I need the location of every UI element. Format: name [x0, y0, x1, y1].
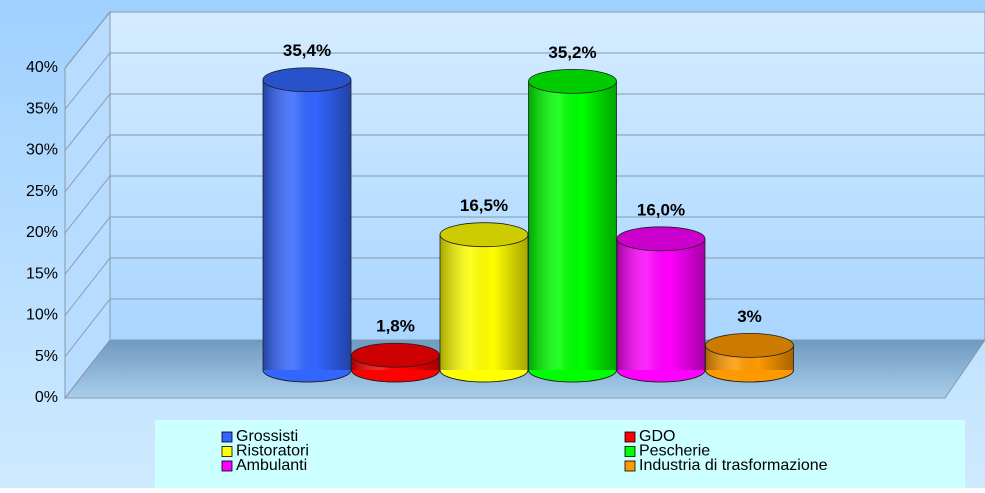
- legend-swatch: [624, 446, 636, 457]
- y-tick-label: 20%: [26, 224, 58, 241]
- value-label: 35,4%: [283, 41, 331, 60]
- bar-shade: [440, 234, 528, 370]
- grid-line: [64, 298, 111, 358]
- legend-label: Ambulanti: [236, 457, 307, 474]
- y-tick-label: 0%: [35, 389, 58, 406]
- bar-top-shade: [528, 69, 617, 94]
- grid-line: [64, 11, 111, 69]
- bar-top-shade: [617, 226, 705, 251]
- grid-line: [64, 257, 111, 316]
- y-tick-label: 30%: [26, 142, 58, 159]
- bar-shade: [263, 79, 351, 370]
- bar-top-shade: [440, 222, 528, 247]
- y-tick-label: 25%: [26, 183, 58, 200]
- bar-outline: [616, 238, 706, 383]
- value-label: 16,5%: [460, 196, 508, 215]
- legend-label: GDO: [639, 428, 675, 445]
- y-tick-label: 40%: [26, 59, 58, 76]
- y-tick-label: 15%: [26, 265, 58, 282]
- value-label: 16,0%: [637, 200, 685, 219]
- value-label: 35,2%: [548, 43, 596, 62]
- bar-top: [351, 342, 440, 368]
- legend-swatch: [624, 431, 636, 443]
- legend-label: Ristoratori: [236, 443, 309, 460]
- value-label: 3%: [737, 307, 762, 326]
- legend-label: Grossisti: [236, 428, 298, 445]
- bar-shade: [617, 238, 705, 370]
- grid-line: [64, 216, 111, 275]
- bar-top: [528, 68, 617, 94]
- grid-line: [64, 175, 111, 234]
- bar-top: [439, 222, 529, 248]
- y-tick-label: 5%: [35, 348, 58, 365]
- y-tick-label: 10%: [26, 307, 58, 324]
- bar-top: [705, 332, 794, 358]
- bar-top: [262, 67, 352, 93]
- bar-outline: [351, 355, 440, 383]
- y-tick-label: 35%: [26, 100, 58, 117]
- bar-top-shade: [705, 333, 794, 358]
- legend-swatch: [624, 460, 636, 472]
- legend: [155, 420, 965, 488]
- bar-shade: [528, 81, 617, 371]
- grid-line: [64, 339, 111, 399]
- bar-top: [616, 226, 706, 252]
- bar-top-shade: [263, 67, 351, 92]
- legend-label: Pescherie: [639, 443, 710, 460]
- bar-top-shade: [351, 343, 440, 368]
- grid-line: [64, 93, 111, 151]
- legend-label: Industria di trasformazione: [639, 457, 828, 474]
- legend-swatch: [221, 460, 233, 472]
- legend-swatch: [221, 431, 233, 443]
- bar-outline: [439, 234, 529, 383]
- bar-outline: [262, 79, 352, 383]
- value-label: 1,8%: [376, 317, 415, 336]
- grid-line: [64, 52, 111, 110]
- grid-line: [64, 134, 111, 193]
- bar-outline: [705, 345, 794, 383]
- legend-swatch: [221, 446, 233, 457]
- bar-outline: [528, 81, 617, 383]
